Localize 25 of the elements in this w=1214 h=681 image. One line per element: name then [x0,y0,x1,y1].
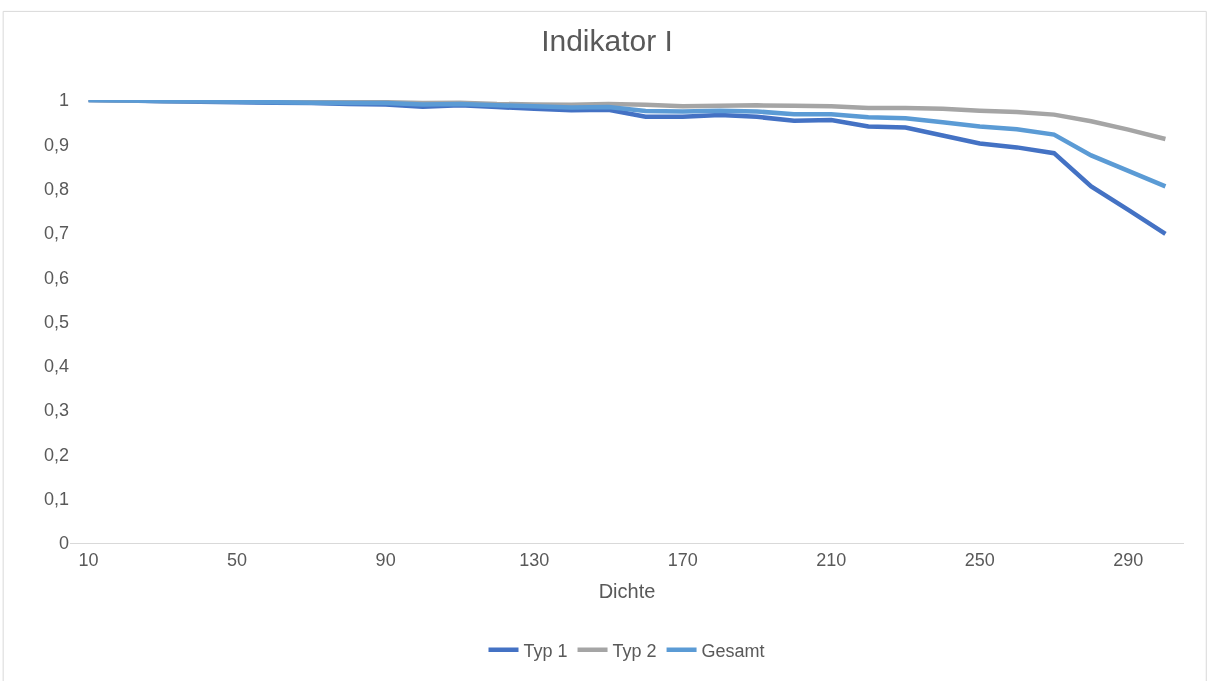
y-tick-label: 0,4 [43,356,69,377]
x-tick-label: 130 [519,549,550,570]
x-tick-label: 170 [667,549,698,570]
y-tick-label: 0 [58,533,69,554]
legend-label: Gesamt [701,640,765,661]
line-series [86,100,1168,189]
y-tick-label: 0,2 [43,444,69,465]
legend-label: Typ 2 [612,640,657,661]
y-tick-label: 0,3 [43,400,69,421]
y-tick-label: 0,9 [43,134,69,155]
x-tick-label: 50 [227,549,248,570]
x-tick-label: 90 [375,549,396,570]
x-tick-label: 210 [816,549,847,570]
y-tick-label: 0,5 [43,311,69,332]
chart-title: Indikator I [541,24,673,58]
legend-label: Typ 1 [523,640,568,661]
y-tick-label: 0,1 [43,489,69,509]
y-tick-label: 0,7 [43,223,69,244]
x-tick-label: 250 [964,549,995,570]
y-tick-label: 0,6 [43,267,69,288]
x-tick-label: 10 [78,549,99,570]
y-tick-label: 1 [58,90,69,111]
x-tick-label: 290 [1113,549,1144,570]
y-tick-label: 0,8 [43,178,69,199]
x-axis-title: Dichte [598,580,656,603]
